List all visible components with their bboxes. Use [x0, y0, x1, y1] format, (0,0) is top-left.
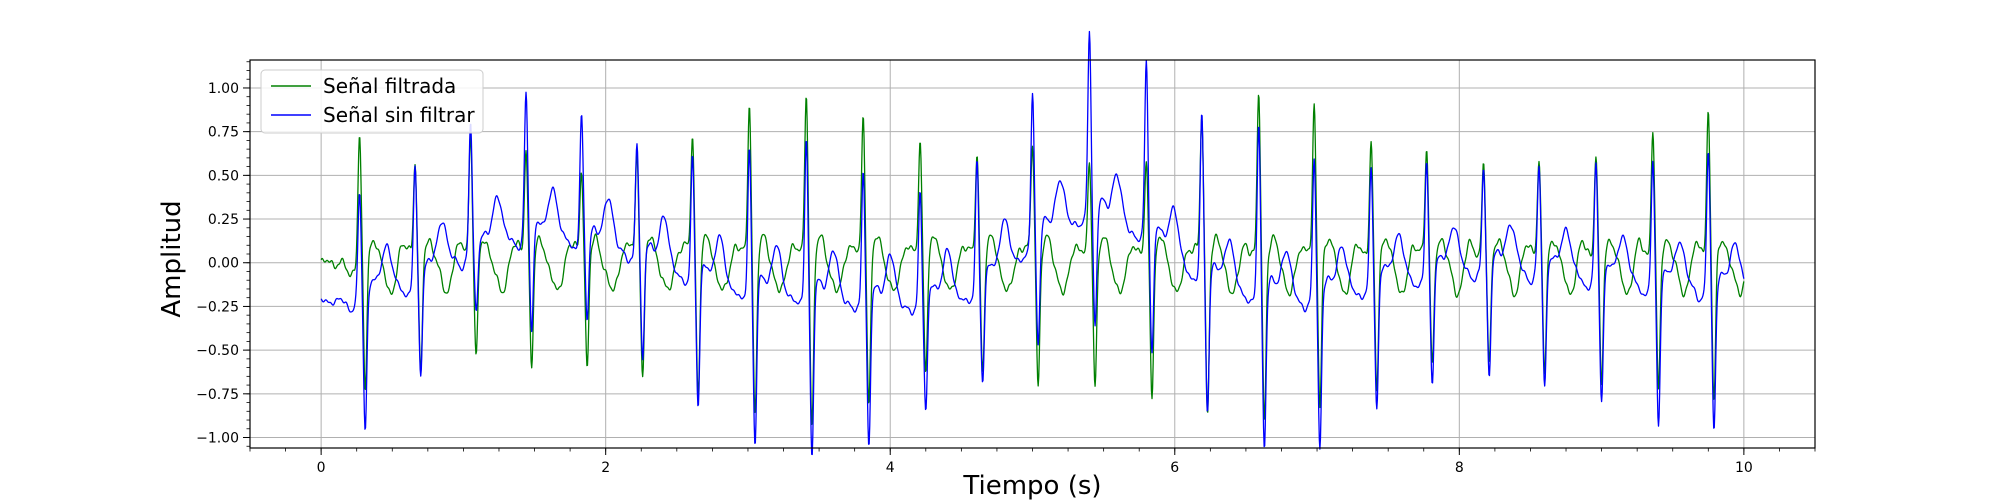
y-tick-label: −0.75 — [196, 387, 239, 403]
legend: Señal filtrada Señal sin filtrar — [260, 69, 484, 134]
y-tick-label: 0.25 — [208, 212, 239, 228]
y-tick-label: 1.00 — [208, 81, 239, 97]
x-tick-label: 10 — [1735, 460, 1753, 476]
y-axis-label: Amplitud — [157, 200, 187, 317]
x-tick-label: 0 — [317, 460, 326, 476]
legend-label-filtrada: Señal filtrada — [323, 74, 456, 98]
x-tick-label: 8 — [1455, 460, 1464, 476]
series-line-senal-filtrada — [320, 94, 1745, 426]
y-tick-label: −1.00 — [196, 431, 239, 447]
y-tick-label: 0.50 — [208, 168, 239, 184]
grid — [250, 60, 1815, 448]
legend-label-sin-filtrar: Señal sin filtrar — [323, 103, 475, 127]
x-tick-label: 6 — [1170, 460, 1179, 476]
legend-box — [260, 69, 484, 134]
x-tick-label: 2 — [601, 460, 610, 476]
y-tick-label: −0.50 — [196, 343, 239, 359]
ticks: 0 2 4 6 8 10 −1.00 −0.75 −0.50 −0.25 0.00 0.25 0.50 0… — [196, 61, 1816, 476]
series-line-senal-sin-filtrar — [320, 30, 1745, 456]
series-layer — [320, 30, 1745, 456]
x-axis-label: Tiempo (s) — [962, 471, 1101, 500]
y-tick-label: 0.75 — [208, 125, 239, 141]
y-tick-label: −0.25 — [196, 299, 239, 315]
x-tick-label: 4 — [886, 460, 895, 476]
y-tick-label: 0.00 — [208, 256, 239, 272]
